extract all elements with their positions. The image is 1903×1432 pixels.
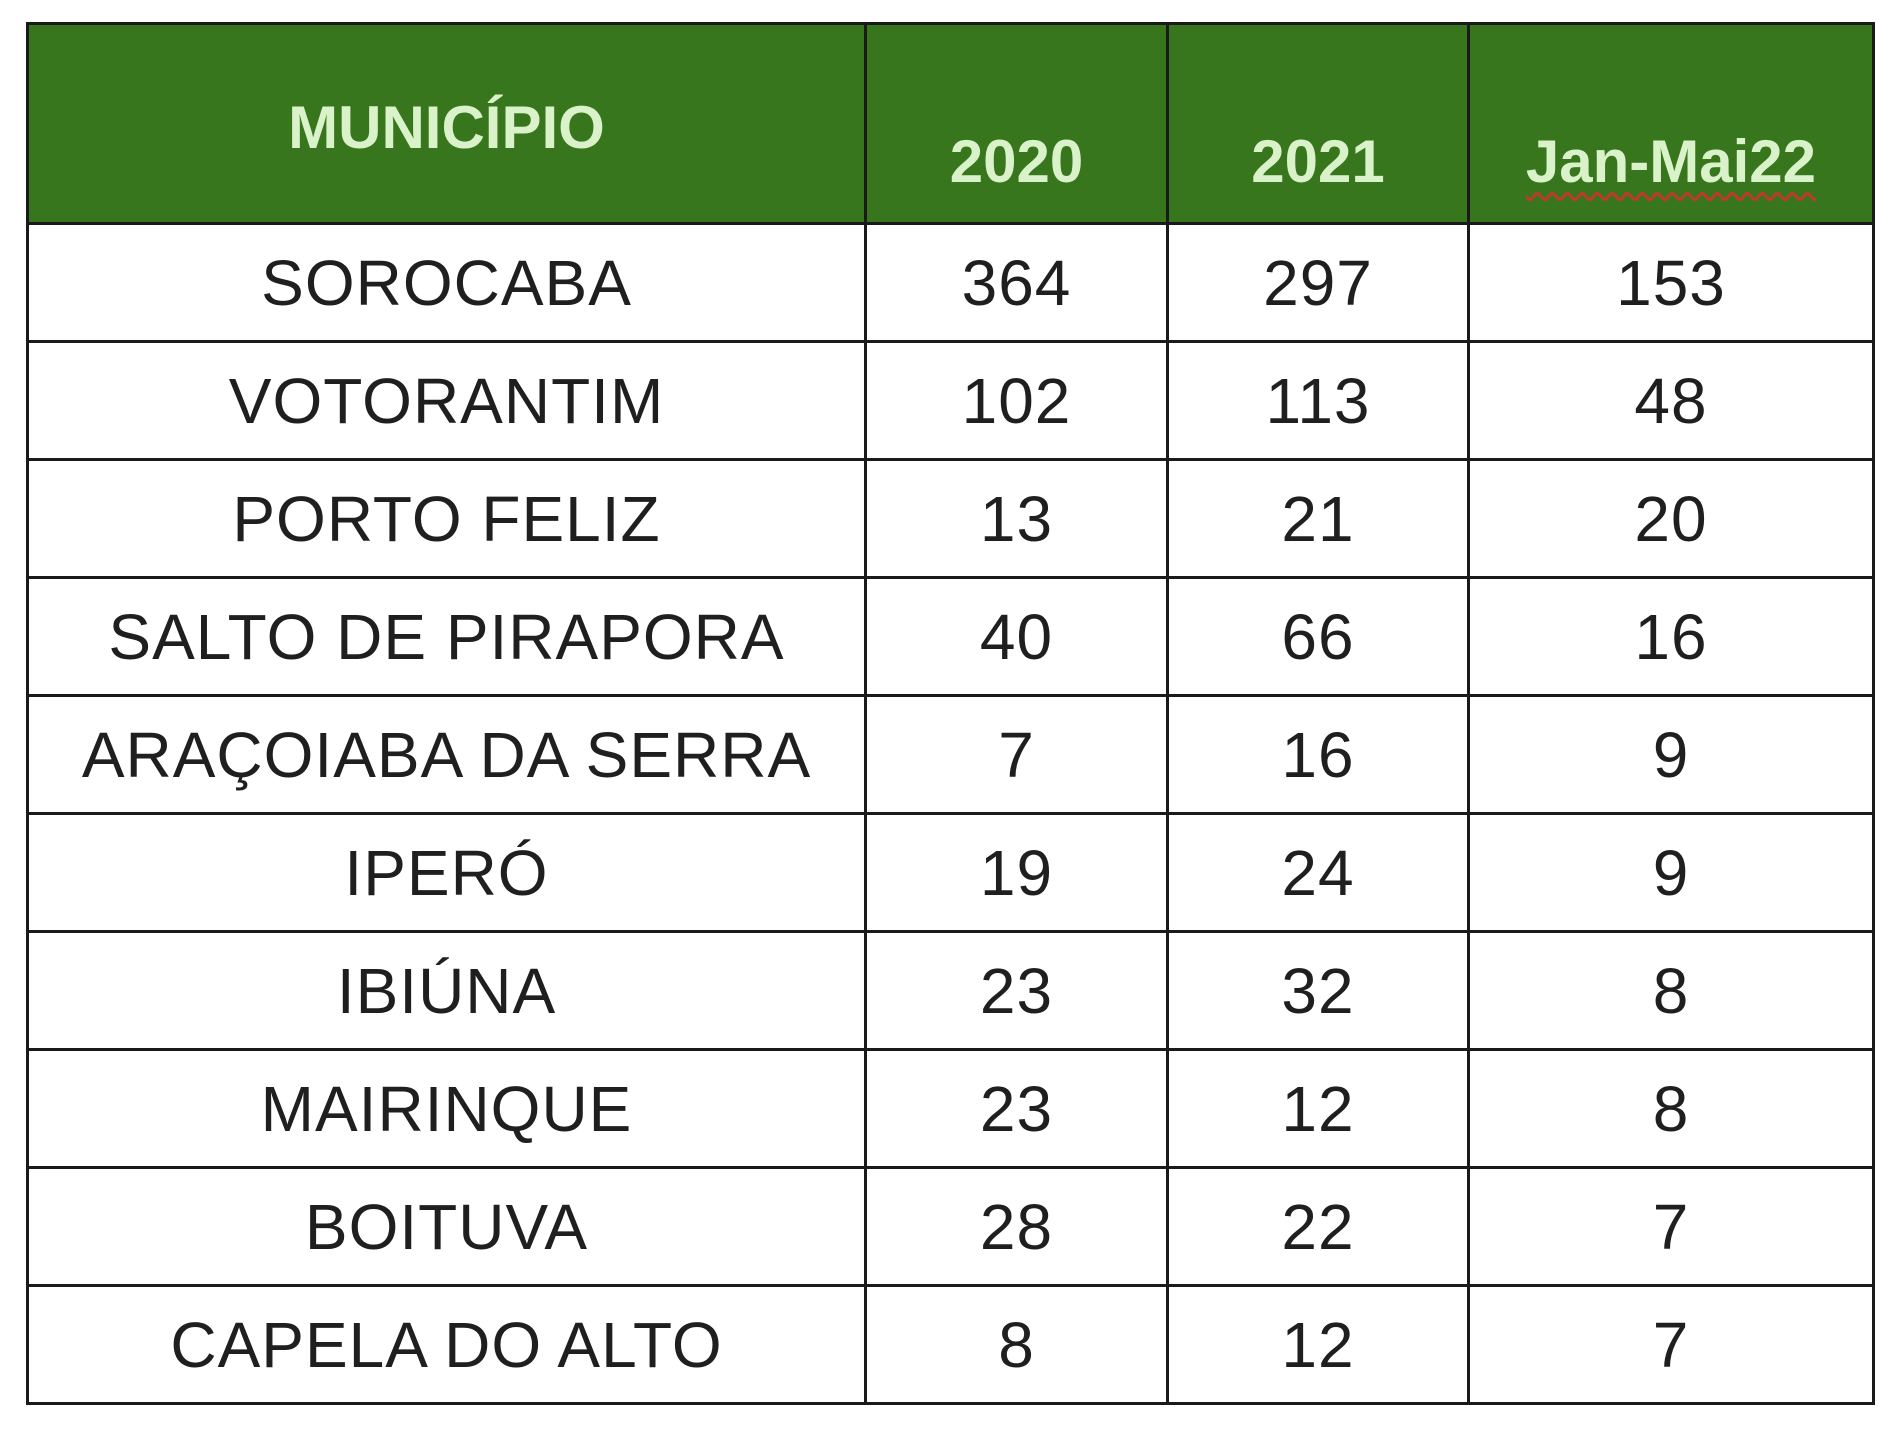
cell-municipio: BOITUVA [26,1166,867,1287]
cell-municipio: SOROCABA [26,222,867,343]
table-row: IBIÚNA 23 32 8 [26,930,1875,1051]
cell-2021: 16 [1166,694,1470,815]
cell-2021: 21 [1166,458,1470,579]
cell-jan-mai22: 20 [1467,458,1875,579]
cell-jan-mai22: 7 [1467,1166,1875,1287]
table-row: IPERÓ 19 24 9 [26,812,1875,933]
table-row: BOITUVA 28 22 7 [26,1166,1875,1287]
cell-municipio: VOTORANTIM [26,340,867,461]
cell-municipio: MAIRINQUE [26,1048,867,1169]
header-jan-mai22: Jan-Mai22 [1467,22,1875,225]
header-2021: 2021 [1166,22,1470,225]
header-row: MUNICÍPIO 2020 2021 Jan-Mai22 [26,22,1875,225]
cell-2020: 102 [864,340,1169,461]
cell-2021: 12 [1166,1284,1470,1405]
cell-2021: 12 [1166,1048,1470,1169]
cell-2021: 297 [1166,222,1470,343]
cell-2020: 40 [864,576,1169,697]
table-row: SALTO DE PIRAPORA 40 66 16 [26,576,1875,697]
cell-municipio: IBIÚNA [26,930,867,1051]
cell-jan-mai22: 9 [1467,812,1875,933]
cell-2021: 24 [1166,812,1470,933]
table-row: MAIRINQUE 23 12 8 [26,1048,1875,1169]
table-row: SOROCABA 364 297 153 [26,222,1875,343]
cell-jan-mai22: 16 [1467,576,1875,697]
cell-jan-mai22: 153 [1467,222,1875,343]
cell-2020: 364 [864,222,1169,343]
table-header: MUNICÍPIO 2020 2021 Jan-Mai22 [26,22,1875,225]
cell-2021: 113 [1166,340,1470,461]
cell-municipio: PORTO FELIZ [26,458,867,579]
cell-jan-mai22: 9 [1467,694,1875,815]
cell-jan-mai22: 8 [1467,1048,1875,1169]
cell-2020: 23 [864,1048,1169,1169]
cell-2020: 28 [864,1166,1169,1287]
cell-2020: 23 [864,930,1169,1051]
table-body: SOROCABA 364 297 153 VOTORANTIM 102 113 … [26,222,1875,1405]
cell-2021: 66 [1166,576,1470,697]
cell-2020: 8 [864,1284,1169,1405]
cell-municipio: ARAÇOIABA DA SERRA [26,694,867,815]
cell-jan-mai22: 48 [1467,340,1875,461]
cell-municipio: IPERÓ [26,812,867,933]
cell-2021: 32 [1166,930,1470,1051]
cell-2020: 19 [864,812,1169,933]
municipality-data-table: MUNICÍPIO 2020 2021 Jan-Mai22 SOROCABA 3… [26,22,1875,1405]
header-jan-mai22-label: Jan-Mai22 [1525,128,1817,195]
cell-municipio: CAPELA DO ALTO [26,1284,867,1405]
cell-2020: 13 [864,458,1169,579]
cell-2020: 7 [864,694,1169,815]
table-row: VOTORANTIM 102 113 48 [26,340,1875,461]
cell-jan-mai22: 8 [1467,930,1875,1051]
table-row: ARAÇOIABA DA SERRA 7 16 9 [26,694,1875,815]
header-municipio: MUNICÍPIO [26,22,867,225]
cell-municipio: SALTO DE PIRAPORA [26,576,867,697]
cell-2021: 22 [1166,1166,1470,1287]
table-row: CAPELA DO ALTO 8 12 7 [26,1284,1875,1405]
table-row: PORTO FELIZ 13 21 20 [26,458,1875,579]
cell-jan-mai22: 7 [1467,1284,1875,1405]
header-2020: 2020 [864,22,1169,225]
